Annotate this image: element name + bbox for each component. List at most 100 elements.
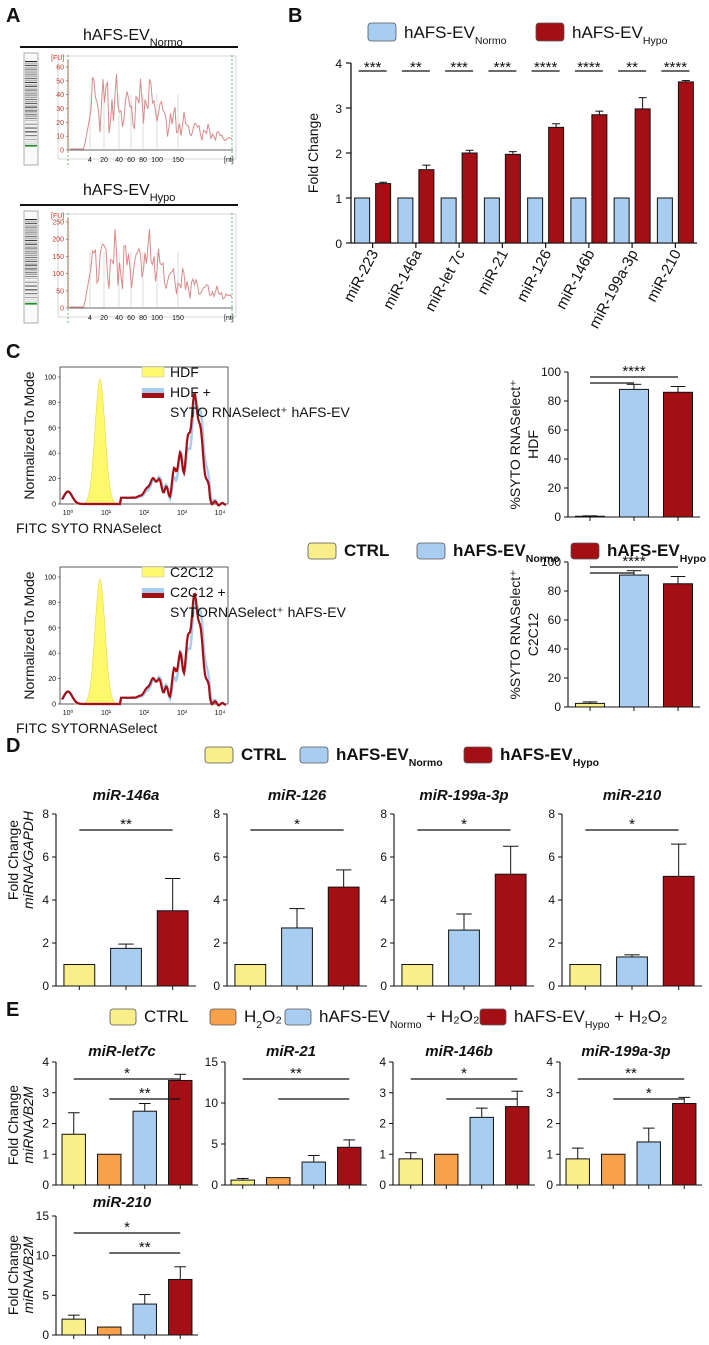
chart-title: miR-210 [93, 1194, 152, 1211]
legend-label-normo: hAFS-EVNormo [336, 745, 443, 769]
significance-label: ** [139, 1085, 151, 1102]
gel-band [25, 81, 37, 83]
chart-d2: 0 2 4 6 8 miR-126 * [213, 787, 367, 993]
histogram-x-tick-label: 10⁴ [215, 710, 226, 717]
y-tick-label: 6 [548, 850, 555, 864]
gel-band [25, 232, 37, 234]
y-tick-label: 20 [548, 671, 562, 685]
y-tick-label: 0 [548, 979, 555, 993]
significance-label: **** [577, 59, 601, 76]
histogram-x-label: FITC SYTO RNASelect [16, 520, 161, 536]
gel-band [25, 222, 37, 224]
gel-band [25, 283, 37, 285]
histogram-y-tick-label: 20 [48, 476, 56, 483]
gel-band [25, 241, 37, 243]
gel-band [25, 285, 37, 287]
bar-0 [565, 1158, 590, 1186]
gel-band [25, 110, 37, 112]
y-tick-label: 60 [548, 613, 562, 627]
gel-band [25, 142, 37, 144]
x-tick-label: miR-146b [553, 247, 599, 312]
gel-band [25, 99, 37, 101]
bar-hypo [418, 169, 435, 244]
y-tick-label: 50 [56, 78, 64, 85]
trace-2-frame [57, 213, 237, 318]
y-tick-label: 40 [548, 642, 562, 656]
y-tick-label: 4 [213, 893, 220, 907]
legend-label-ctrl: CTRL [344, 541, 389, 560]
chart-e2: 0 5 10 15 miR-21 ** [205, 1043, 367, 1192]
gel-band [25, 258, 37, 260]
histogram-x-tick-label: 10⁰ [63, 509, 74, 517]
bar-3 [672, 1103, 697, 1186]
x-tick-label: miR-let 7c [422, 246, 469, 314]
histogram-legend-swatch [142, 593, 164, 598]
significance-label: **** [664, 59, 688, 76]
histogram-legend-label: C2C12 + [170, 584, 226, 600]
y-tick-label: 6 [213, 850, 220, 864]
panel-e-ylabel-row2: Fold Change miRNA/B2M [5, 1235, 36, 1315]
histogram-legend-swatch [142, 388, 164, 393]
legend-text: hAFS-EV [404, 23, 476, 42]
gel-band [25, 270, 37, 272]
bar-1 [266, 1177, 291, 1186]
legend-sub: Hypo [643, 35, 668, 47]
y-tick-label: 50 [56, 288, 64, 295]
x-tick-label: 60 [127, 157, 135, 164]
gel-band [25, 62, 37, 64]
legend-text: CTRL [241, 745, 286, 764]
gel-band [25, 95, 37, 97]
legend-sub: Normo [526, 553, 561, 565]
chart-title: miR-let7c [88, 1043, 156, 1060]
y-tick-label: 0 [42, 979, 49, 993]
histogram-y-tick-label: 0 [52, 502, 56, 509]
gel-band [25, 83, 37, 85]
significance-label: **** [622, 363, 646, 380]
gel-band [25, 112, 37, 114]
panel-c-legend: CTRL hAFS-EVNormo hAFS-EVHypo [307, 541, 707, 565]
trace-1-curve [70, 74, 233, 150]
gel-band [25, 253, 37, 255]
bar-hypo [634, 108, 651, 244]
y-tick-label: 0 [554, 700, 561, 714]
trace-1-x-unit: [nt] [224, 157, 234, 164]
gel-band [25, 100, 37, 102]
y-tick-label: 3 [379, 1086, 386, 1100]
histogram-y-label: Normalized To Mode [21, 371, 37, 499]
y-tick-label: 80 [548, 584, 562, 598]
y-tick-label: 0 [546, 1178, 553, 1192]
x-tick-label: 40 [115, 315, 123, 322]
gel-band [25, 76, 37, 78]
legend-swatch-hypo [570, 542, 600, 560]
trace-1-x-ticks: 4 20 40 60 80 100 150 [88, 94, 184, 164]
histogram-y-tick-label: 0 [52, 702, 56, 709]
y-axis-label: %SYTO RNASelect⁺ [507, 569, 523, 699]
histogram-legend-label: SYTO RNASelect⁺ hAFS-EV [170, 404, 351, 420]
legend-label-hypo: hAFS-EVHypo + H₂O₂ [514, 1007, 668, 1031]
panel-d-charts: 02468miR-146a**02468miR-126*02468miR-199… [42, 787, 702, 993]
gel-band [25, 116, 37, 118]
legend-post: O₂ [262, 1007, 282, 1026]
gel-band [25, 255, 37, 257]
gel-band [25, 219, 37, 221]
bar-2 [301, 1161, 326, 1186]
bar-normo [570, 197, 587, 244]
histogram-legend-label: HDF [170, 364, 199, 380]
bar-2 [327, 886, 360, 987]
legend-swatch-h2o2 [209, 1008, 237, 1026]
bar-normo [440, 197, 457, 244]
bar-0 [569, 964, 602, 987]
panel-e-ylabel-row1: Fold Change miRNA/B2M [5, 1085, 36, 1165]
gel-band [25, 287, 37, 289]
y-tick-label: 2 [42, 936, 49, 950]
panel-b-legend: hAFS-EVNormo hAFS-EVHypo [367, 22, 668, 47]
y-tick-label: 2 [546, 1117, 553, 1131]
x-tick-label: 4 [88, 315, 92, 322]
bar-normo [613, 197, 630, 244]
gel-band [25, 114, 37, 116]
bar-2 [132, 1303, 157, 1336]
gel-band [25, 260, 37, 262]
y-tick-label: 15 [205, 1055, 219, 1069]
histogram-x-tick-label: 10⁴ [215, 510, 226, 517]
sample-curve [61, 392, 227, 507]
